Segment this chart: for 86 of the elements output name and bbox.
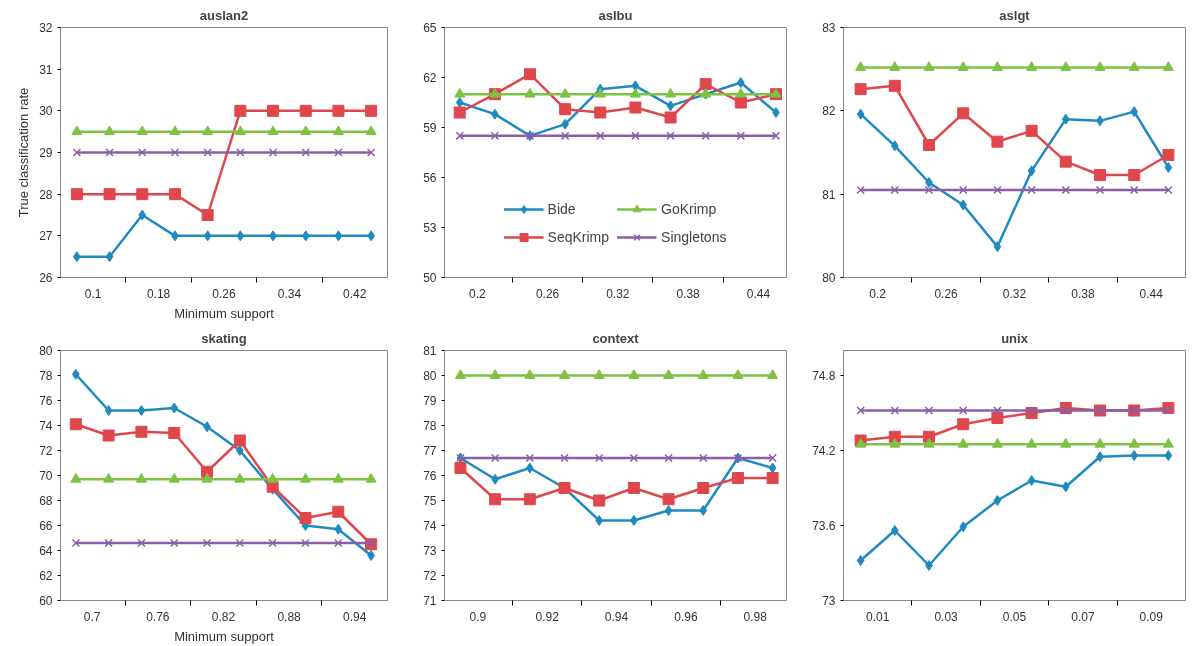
x-tick-label: 0.18 (146, 286, 171, 301)
y-tick-label: 53 (423, 221, 437, 235)
y-tick-label: 73 (423, 544, 437, 558)
y-tick-label: 76 (423, 469, 437, 483)
x-tick-label: 0.44 (746, 286, 771, 301)
y-tick-label: 68 (39, 494, 53, 508)
x-tick-label: 0.32 (1002, 286, 1027, 301)
y-tick-label: 26 (39, 271, 53, 285)
y-tick-label: 70 (39, 469, 53, 483)
y-tick-label: 64 (39, 544, 53, 558)
chart-title: aslbu (598, 7, 633, 23)
x-tick-label: 0.34 (277, 286, 302, 301)
x-tick-label: 0.07 (1071, 609, 1095, 624)
y-tick-label: 74 (423, 519, 437, 533)
chart-title: skating (201, 330, 247, 346)
x-tick-label: 0.2 (468, 286, 486, 301)
y-tick-label: 72 (39, 444, 53, 458)
x-tick-label: 0.94 (604, 609, 629, 624)
y-tick-label: 80 (39, 344, 53, 358)
y-tick-label: 28 (39, 187, 53, 202)
chart-title: aslgt (999, 7, 1031, 23)
x-tick-label: 0.32 (606, 286, 630, 301)
x-tick-label: 0.05 (1002, 609, 1027, 624)
y-tick-label: 81 (423, 344, 437, 358)
y-tick-label: 77 (423, 444, 437, 458)
x-tick-label: 0.26 (212, 286, 236, 301)
x-tick-label: 0.01 (866, 609, 890, 624)
legend-label: Singletons (661, 229, 727, 245)
y-tick-label: 62 (423, 71, 437, 85)
y-axis-title: True classification rate (16, 87, 32, 218)
x-tick-label: 0.92 (535, 609, 560, 624)
y-tick-label: 82 (822, 104, 836, 119)
y-tick-label: 80 (423, 369, 437, 383)
y-tick-label: 29 (39, 146, 53, 160)
x-tick-label: 0.44 (1139, 286, 1164, 301)
x-tick-label: 0.42 (343, 286, 367, 301)
x-tick-label: 0.09 (1139, 609, 1164, 624)
y-tick-label: 74 (39, 419, 53, 433)
x-tick-label: 0.26 (535, 286, 560, 301)
y-tick-label: 56 (423, 171, 437, 185)
y-tick-label: 74.2 (812, 444, 836, 458)
y-tick-label: 62 (39, 569, 53, 583)
x-tick-label: 0.1 (84, 286, 102, 301)
y-tick-label: 32 (39, 21, 53, 35)
legend-label: Bide (547, 201, 576, 217)
x-tick-label: 0.38 (1071, 286, 1095, 301)
y-tick-label: 83 (822, 21, 836, 35)
x-tick-label: 0.7 (83, 609, 101, 624)
legend-label: SeqKrimp (547, 229, 610, 245)
y-tick-label: 81 (822, 187, 836, 202)
x-tick-label: 0.9 (469, 609, 487, 624)
x-tick-label: 0.38 (676, 286, 701, 301)
legend-label: GoKrimp (661, 201, 717, 217)
y-tick-label: 73.6 (812, 519, 836, 533)
y-tick-label: 78 (423, 419, 437, 433)
y-tick-label: 65 (423, 21, 437, 35)
y-tick-label: 59 (423, 121, 437, 135)
y-tick-label: 60 (39, 594, 53, 608)
x-tick-label: 0.03 (934, 609, 959, 624)
x-tick-label: 0.76 (146, 609, 170, 624)
y-tick-label: 74.8 (812, 369, 836, 383)
x-axis-title: Minimum support (174, 628, 275, 644)
y-tick-label: 66 (39, 519, 53, 533)
y-tick-label: 75 (423, 494, 437, 508)
x-tick-label: 0.88 (277, 609, 302, 624)
chart-title: auslan2 (199, 7, 249, 23)
y-tick-label: 80 (822, 271, 836, 285)
x-tick-label: 0.94 (343, 609, 367, 624)
y-tick-label: 79 (423, 394, 437, 408)
y-tick-label: 78 (39, 369, 53, 383)
y-tick-label: 27 (39, 229, 53, 244)
x-tick-label: 0.26 (934, 286, 959, 301)
y-tick-label: 31 (39, 62, 53, 77)
y-tick-label: 73 (822, 594, 836, 608)
x-tick-label: 0.96 (674, 609, 698, 624)
chart-title: unix (1001, 330, 1029, 346)
y-tick-label: 50 (423, 271, 437, 285)
y-tick-label: 72 (423, 569, 437, 583)
x-axis-title: Minimum support (174, 305, 275, 321)
chart-title: context (592, 330, 640, 346)
y-tick-label: 30 (39, 104, 53, 119)
y-tick-label: 76 (39, 394, 53, 408)
x-tick-label: 0.82 (211, 609, 236, 624)
y-tick-label: 71 (423, 594, 437, 608)
x-tick-label: 0.2 (869, 286, 887, 301)
x-tick-label: 0.98 (743, 609, 768, 624)
